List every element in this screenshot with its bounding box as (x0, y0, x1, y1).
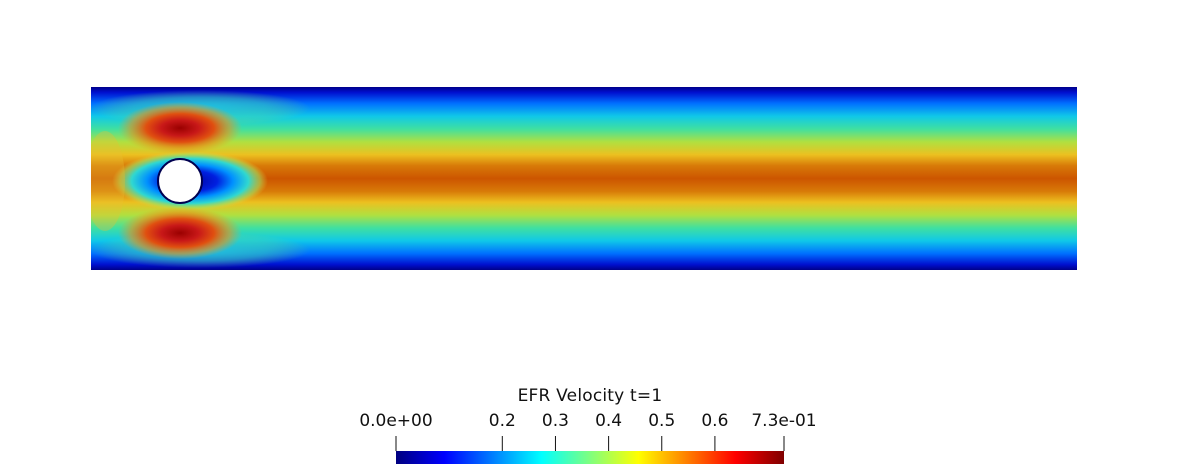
lower-high-velocity-lobe (118, 207, 242, 259)
colorbar-title: EFR Velocity t=1 (517, 386, 663, 406)
colorbar-tick-label: 0.0e+00 (359, 411, 433, 431)
colorbar-tick-label: 0.4 (595, 411, 623, 431)
cylinder-obstacle (157, 158, 203, 204)
upper-high-velocity-lobe (118, 102, 242, 154)
colorbar-tick-label: 0.2 (488, 411, 516, 431)
colorbar-tick-label: 0.6 (701, 411, 729, 431)
colorbar-tick-label: 0.3 (541, 411, 569, 431)
flow-field (91, 87, 1077, 270)
colorbar-tick-label: 0.5 (648, 411, 676, 431)
colorbar-ticks (395, 436, 785, 451)
inlet-slow-region (91, 131, 125, 231)
colorbar-tick-label: 7.3e-01 (751, 411, 817, 431)
colorbar (396, 451, 784, 464)
